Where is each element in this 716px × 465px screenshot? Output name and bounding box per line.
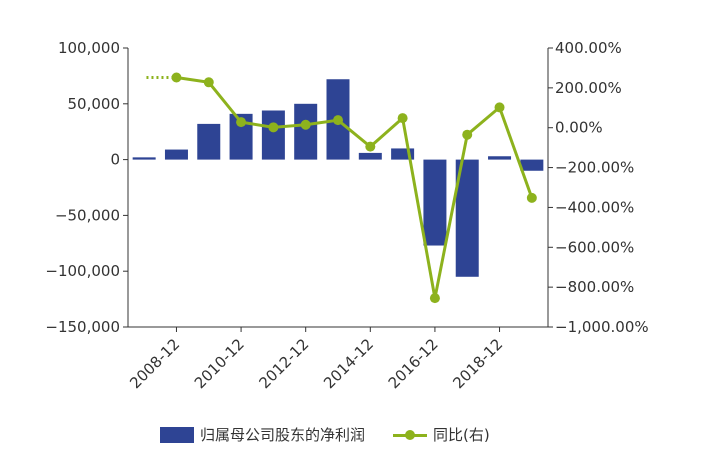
left-tick-label: −50,000 [55, 206, 120, 224]
right-tick-label: −800.00% [555, 278, 634, 296]
x-tick-label: 2018-12 [449, 335, 506, 392]
line-point-2018-12 [494, 102, 505, 113]
line-point-2017-12 [462, 129, 473, 140]
left-tick-label: 0 [110, 151, 120, 169]
bar-2009-12 [197, 123, 221, 160]
x-tick-label: 2008-12 [126, 335, 183, 392]
x-tick-label: 2012-12 [255, 335, 312, 392]
right-tick-label: 200.00% [555, 79, 622, 97]
bar-2018-12 [488, 156, 512, 160]
right-tick-label: 400.00% [555, 39, 622, 57]
line-path [176, 76, 534, 299]
line-point-2013-12 [333, 115, 343, 126]
line-point-2011-12 [268, 122, 279, 133]
x-tick-label: 2016-12 [385, 335, 442, 392]
line-series [146, 72, 537, 304]
bar-series [132, 79, 544, 277]
legend-swatch-line [393, 427, 428, 443]
line-point-2012-12 [300, 119, 311, 130]
line-point-2019-12 [526, 192, 537, 203]
bar-2015-12 [391, 148, 415, 160]
line-point-2016-12 [429, 293, 440, 304]
bar-2014-12 [358, 152, 382, 160]
bar-2008-12 [164, 149, 188, 160]
line-point-2014-12 [365, 141, 376, 152]
x-tick-label: 2010-12 [191, 335, 248, 392]
legend-item-bar[interactable]: 归属母公司股东的净利润 [160, 424, 365, 445]
right-tick-label: 0.00% [555, 119, 603, 137]
bar-2008-06 [132, 157, 156, 160]
legend: 归属母公司股东的净利润 同比(右) [160, 424, 518, 445]
right-tick-label: −400.00% [555, 198, 634, 216]
legend-swatch-bar [160, 426, 194, 443]
right-tick-label: −200.00% [555, 159, 634, 177]
line-point-2010-12 [236, 117, 247, 128]
left-tick-label: −100,000 [45, 262, 120, 280]
bar-2011-12 [261, 110, 285, 160]
bar-2010-12 [229, 113, 253, 160]
legend-item-line[interactable]: 同比(右) [393, 424, 490, 445]
right-tick-label: −1,000.00% [555, 318, 649, 336]
left-tick-label: 50,000 [68, 95, 121, 113]
line-point-2009-12 [203, 77, 214, 88]
legend-label-bar: 归属母公司股东的净利润 [200, 426, 366, 444]
bar-2017-12 [455, 159, 479, 277]
right-tick-label: −600.00% [555, 238, 634, 256]
line-point-2015-12 [397, 113, 408, 124]
bar-2012-12 [294, 103, 318, 160]
legend-label-line: 同比(右) [433, 426, 490, 444]
left-tick-label: −150,000 [45, 318, 120, 336]
bar-2016-12 [423, 159, 447, 246]
bar-2019-12 [520, 159, 544, 171]
line-point-2008-12 [171, 72, 182, 83]
x-tick-label: 2014-12 [320, 335, 377, 392]
left-tick-label: 100,000 [58, 39, 120, 57]
